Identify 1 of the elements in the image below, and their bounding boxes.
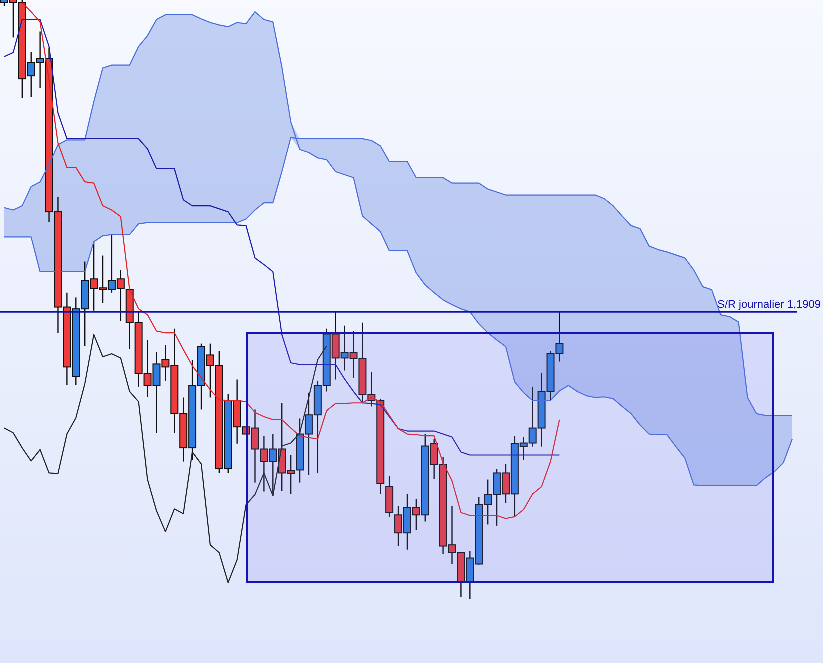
ref-line-label: S/R journalier 1,1909 <box>718 299 821 312</box>
